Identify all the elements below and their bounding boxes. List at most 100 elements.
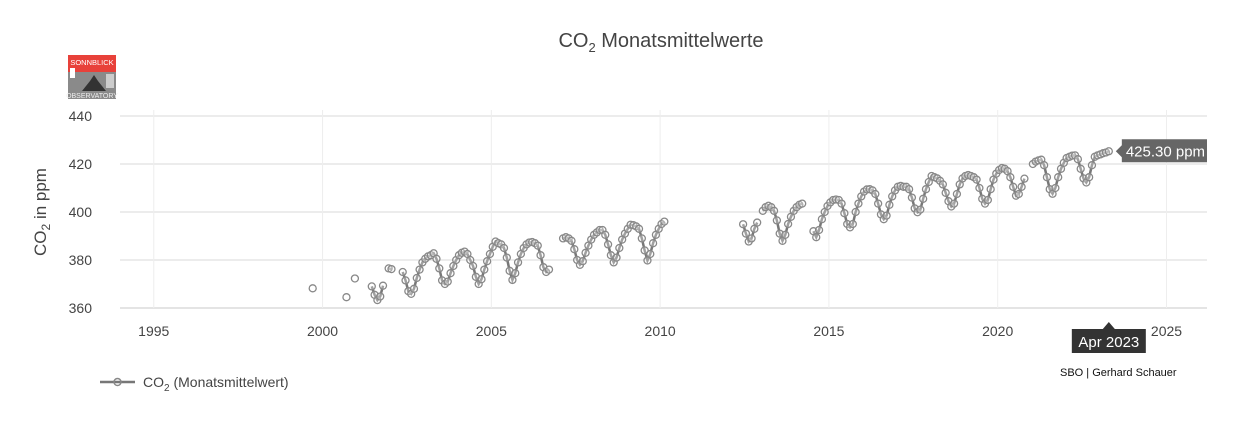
data-point bbox=[376, 292, 385, 301]
data-point bbox=[660, 217, 669, 226]
data-point bbox=[648, 239, 658, 248]
data-point bbox=[904, 185, 914, 194]
data-point bbox=[1051, 183, 1060, 193]
data-point bbox=[485, 249, 495, 259]
data-point bbox=[983, 195, 993, 205]
data-point bbox=[544, 265, 554, 274]
logo: SONNBLICK OBSERVATORY bbox=[66, 55, 118, 100]
data-point bbox=[747, 234, 756, 243]
hover-tooltip: 425.30 ppm Apr 2023 bbox=[1071, 139, 1207, 353]
data-point bbox=[637, 234, 646, 243]
data-point bbox=[308, 284, 317, 293]
tooltip-y-label: 425.30 ppm bbox=[1126, 143, 1205, 160]
data-point bbox=[1009, 182, 1018, 191]
data-point bbox=[837, 199, 846, 208]
data-point bbox=[603, 240, 613, 249]
data-point bbox=[1017, 182, 1026, 191]
legend[interactable]: CO2 (Monatsmittelwert) bbox=[100, 374, 289, 394]
data-point bbox=[851, 207, 860, 217]
data-point bbox=[1042, 173, 1052, 182]
data-point bbox=[634, 224, 644, 233]
x-tick-label: 2020 bbox=[982, 323, 1013, 339]
data-point bbox=[972, 175, 981, 184]
data-point bbox=[854, 199, 863, 208]
data-point bbox=[367, 282, 376, 291]
data-point bbox=[952, 189, 962, 199]
data-point bbox=[814, 225, 824, 235]
x-tick-label: 2015 bbox=[813, 323, 844, 339]
data-point bbox=[1104, 147, 1113, 156]
data-point bbox=[1068, 151, 1077, 160]
data-point bbox=[477, 275, 486, 284]
tooltip-x-box bbox=[1071, 322, 1146, 353]
data-point bbox=[581, 248, 590, 257]
data-point bbox=[1073, 155, 1083, 164]
data-point bbox=[1084, 173, 1094, 182]
data-point bbox=[443, 277, 452, 286]
data-point bbox=[741, 229, 751, 238]
y-tick-label: 440 bbox=[69, 108, 93, 124]
credit[interactable]: SBO | Gerhard Schauer bbox=[1060, 367, 1177, 379]
y-tick-label: 380 bbox=[69, 252, 93, 268]
data-point bbox=[871, 189, 880, 199]
legend-label[interactable]: CO2 (Monatsmittelwert) bbox=[143, 374, 289, 394]
data-point bbox=[885, 200, 894, 209]
data-point bbox=[615, 243, 624, 253]
x-tick-label: 2000 bbox=[307, 323, 338, 339]
data-point bbox=[468, 261, 478, 271]
data-point bbox=[772, 216, 782, 225]
data-point bbox=[1014, 189, 1023, 199]
x-tick-label: 1995 bbox=[138, 323, 169, 339]
svg-text:SONNBLICK: SONNBLICK bbox=[70, 58, 113, 67]
data-point bbox=[882, 211, 891, 220]
series-co2 bbox=[308, 147, 1113, 305]
data-point bbox=[1054, 173, 1063, 182]
data-point bbox=[817, 215, 827, 224]
data-point bbox=[508, 275, 517, 285]
data-point bbox=[342, 293, 351, 302]
data-point bbox=[502, 253, 511, 262]
data-point bbox=[986, 185, 995, 194]
data-point bbox=[907, 193, 917, 202]
chart-title: CO2 Monatsmittelwerte bbox=[558, 30, 763, 55]
data-point bbox=[921, 185, 931, 194]
y-axis-title: CO2 in ppm bbox=[31, 168, 53, 256]
data-point bbox=[798, 199, 807, 208]
data-point bbox=[949, 199, 959, 208]
tooltip-x-label: Apr 2023 bbox=[1078, 334, 1139, 351]
data-point bbox=[378, 281, 388, 290]
data-point bbox=[412, 273, 421, 283]
series-line bbox=[562, 220, 666, 268]
x-tick-label: 2010 bbox=[645, 323, 676, 339]
data-point bbox=[783, 219, 793, 229]
data-point bbox=[409, 284, 419, 293]
series-line bbox=[741, 222, 759, 244]
data-point bbox=[753, 218, 762, 227]
data-point bbox=[387, 264, 396, 274]
data-point bbox=[570, 245, 579, 254]
data-point bbox=[640, 246, 649, 255]
data-point bbox=[1076, 164, 1085, 173]
data-point bbox=[646, 249, 655, 259]
data-point bbox=[432, 254, 441, 263]
data-point bbox=[919, 194, 928, 203]
data-point bbox=[398, 267, 407, 277]
data-point bbox=[848, 219, 857, 229]
data-point bbox=[941, 188, 950, 197]
data-point bbox=[415, 265, 424, 274]
series-line bbox=[388, 267, 392, 271]
data-point bbox=[595, 225, 604, 235]
y-tick-label: 360 bbox=[69, 300, 93, 316]
data-point bbox=[513, 258, 523, 267]
x-tick-label: 2005 bbox=[476, 323, 507, 339]
data-point bbox=[938, 180, 947, 189]
data-point bbox=[1087, 161, 1097, 170]
data-point bbox=[873, 199, 883, 208]
tooltip-y-box bbox=[1115, 139, 1207, 163]
y-tick-label: 400 bbox=[69, 204, 93, 220]
data-point bbox=[536, 251, 545, 260]
data-point bbox=[435, 264, 444, 273]
data-point bbox=[840, 209, 849, 218]
data-point bbox=[1020, 174, 1029, 183]
